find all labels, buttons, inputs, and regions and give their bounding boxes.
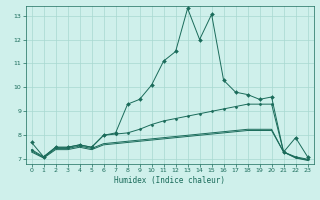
X-axis label: Humidex (Indice chaleur): Humidex (Indice chaleur) [114,176,225,185]
